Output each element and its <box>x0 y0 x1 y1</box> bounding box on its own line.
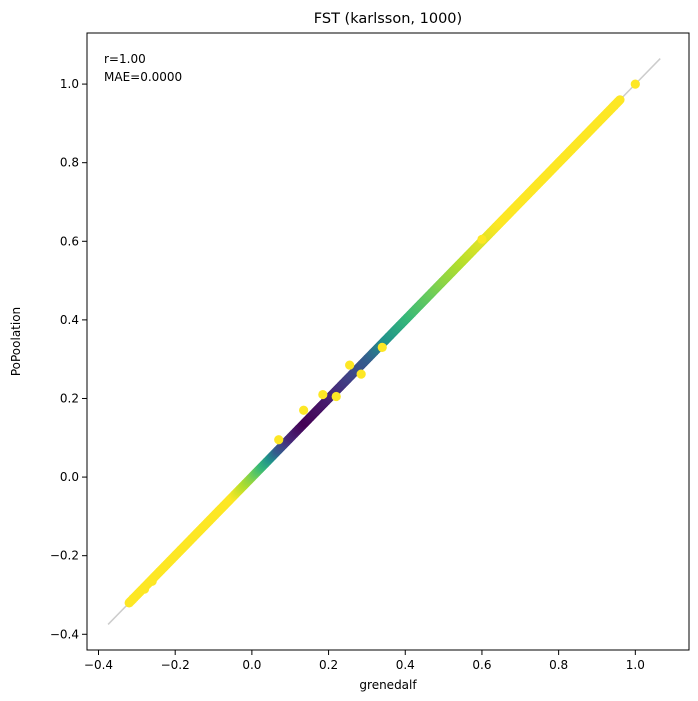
scatter-point <box>377 342 387 352</box>
y-tick-label: 0.4 <box>60 313 79 327</box>
x-tick-label: 0.6 <box>472 658 491 672</box>
diagonal-density-band <box>124 95 625 608</box>
scatter-point <box>609 101 619 111</box>
x-tick-label: −0.2 <box>161 658 190 672</box>
scatter-points <box>128 79 640 604</box>
y-tick-label: 0.2 <box>60 391 79 405</box>
x-tick-label: −0.4 <box>84 658 113 672</box>
axes-frame <box>86 32 690 651</box>
annotation-mae: MAE=0.0000 <box>104 70 182 84</box>
y-tick-label: 0.0 <box>60 470 79 484</box>
scatter-point <box>477 234 487 244</box>
scatter-point <box>274 435 284 445</box>
scatter-point <box>128 594 138 604</box>
y-axis-label: PoPoolation <box>9 307 23 376</box>
chart-title: FST (karlsson, 1000) <box>314 11 462 27</box>
y-axis-ticks: −0.4 −0.2 0.0 0.2 0.4 0.6 0.8 1.0 <box>50 77 87 641</box>
annotation-r: r=1.00 <box>104 52 146 66</box>
x-tick-label: 0.8 <box>549 658 568 672</box>
scatter-point <box>615 95 625 105</box>
y-tick-label: −0.4 <box>50 627 79 641</box>
scatter-point <box>356 369 366 379</box>
scatter-point <box>299 405 309 415</box>
y-tick-label: −0.2 <box>50 549 79 563</box>
scatter-point <box>318 389 328 400</box>
x-tick-label: 0.4 <box>396 658 415 672</box>
x-axis-label: grenedalf <box>359 678 417 692</box>
scatter-point <box>331 391 341 402</box>
scatter-point <box>345 360 355 370</box>
x-axis-ticks: −0.4 −0.2 0.0 0.2 0.4 0.6 0.8 1.0 <box>84 650 645 672</box>
scatter-point <box>139 584 150 594</box>
y-tick-label: 1.0 <box>60 77 79 91</box>
y-tick-label: 0.6 <box>60 234 79 248</box>
y-tick-label: 0.8 <box>60 156 79 170</box>
x-tick-label: 0.2 <box>319 658 338 672</box>
x-tick-label: 1.0 <box>626 658 645 672</box>
scatter-point <box>630 79 640 89</box>
x-tick-label: 0.0 <box>242 658 261 672</box>
scatter-point <box>147 576 157 586</box>
